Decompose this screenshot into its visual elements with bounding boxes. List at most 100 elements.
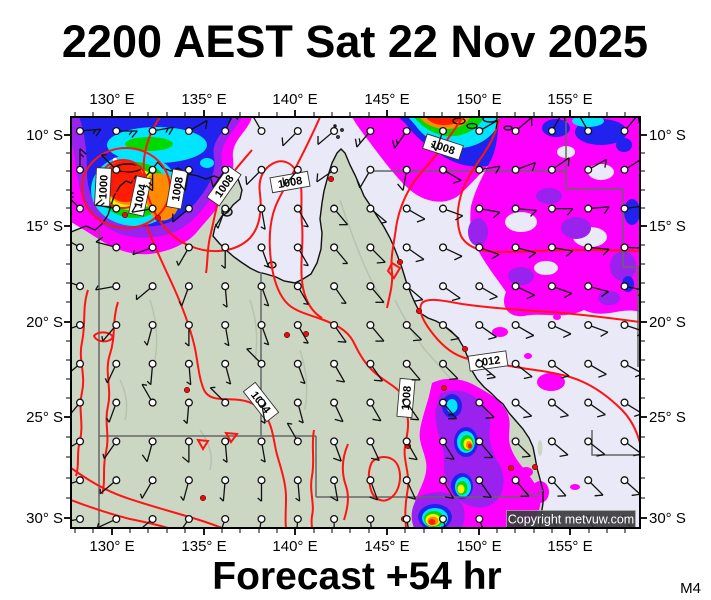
wind-barb [511, 243, 537, 259]
wind-barb-shaft [444, 404, 457, 420]
isobar-label-text: 1000 [97, 175, 110, 200]
wind-barb-station [330, 126, 339, 136]
wind-barb-shaft [372, 327, 385, 342]
wind-barb-feather [381, 221, 387, 224]
wind-barb-station [293, 204, 302, 213]
wind-barb [257, 476, 266, 502]
wind-barb [438, 165, 462, 184]
wind-barb-station [438, 476, 448, 485]
wind-barb-shaft [627, 325, 640, 331]
lon-label-bottom: 140° E [272, 538, 317, 555]
wind-barb-station [184, 514, 193, 524]
wind-barb-station [221, 514, 230, 524]
wind-barb-feather [282, 177, 285, 186]
wind-barb-station [547, 437, 556, 446]
isobar-inland-c [310, 429, 315, 528]
wind-barb-station [475, 514, 484, 524]
wind-barb [71, 241, 85, 252]
wind-barb-feather [455, 215, 464, 221]
wind-barb-station [184, 476, 193, 485]
wind-barb-station [75, 398, 85, 407]
wind-barb [221, 359, 232, 385]
map-area: 100010041008100810081008100410081012 Cop… [71, 117, 640, 528]
wind-barb-shaft [225, 328, 230, 346]
wind-barb-feather [303, 302, 309, 306]
wind-barb [95, 198, 121, 213]
wind-barb [100, 153, 121, 174]
wind-barb-shaft [555, 247, 573, 252]
wind-barb-shaft [481, 365, 496, 378]
wind-barb-feather [636, 333, 640, 337]
wind-barb [71, 437, 85, 448]
wind-barb [366, 398, 382, 422]
wind-barb-shaft [259, 522, 262, 528]
wind-barb [584, 243, 610, 256]
wind-barb-feather [204, 120, 208, 129]
wind-barb-station [475, 359, 484, 368]
wind-barb-feather [263, 303, 269, 307]
wind-barb-station [293, 243, 302, 252]
wind-barb-shaft [480, 482, 492, 498]
wind-barb [71, 398, 85, 415]
wind-barb-shaft [554, 325, 572, 335]
wind-barb [402, 398, 420, 421]
wind-barb-station [330, 476, 339, 485]
isobar-label: 1008 [165, 168, 189, 210]
wind-barb-shaft [359, 172, 370, 189]
wind-barb [246, 347, 266, 368]
watermark-box: Copyright metvuw.com [506, 510, 636, 528]
wind-barb-station [511, 126, 520, 136]
wind-barb-feather [337, 340, 347, 343]
wind-barb-feather [531, 162, 536, 171]
wind-barb-feather [219, 497, 224, 502]
wind-barb-feather [445, 457, 455, 460]
wind-barb-shaft [224, 289, 228, 308]
rain-patch [519, 467, 533, 477]
wind-barb [179, 165, 193, 191]
wind-barb-shaft [372, 249, 386, 263]
wind-barb-feather [602, 248, 610, 256]
wind-barb [620, 282, 640, 297]
wind-barb-feather [604, 159, 608, 168]
wind-barb-station [148, 398, 157, 407]
wind-barb-shaft [408, 326, 423, 341]
wind-barb-feather [101, 336, 104, 342]
city-dot [283, 331, 291, 339]
wind-barb-station [184, 437, 193, 446]
wind-barb [511, 359, 533, 380]
wind-barb-feather [491, 254, 500, 260]
wind-barb [402, 204, 426, 223]
wind-barb-station [402, 204, 411, 213]
wind-barb-station [584, 398, 593, 407]
wind-barb-feather [395, 139, 399, 145]
wind-barb-shaft [172, 210, 187, 223]
wind-barb-shaft [554, 365, 570, 377]
wind-barb-station [438, 204, 448, 213]
wind-barb-feather [445, 496, 454, 500]
wind-barb-feather [225, 381, 231, 385]
wind-barb [71, 320, 85, 330]
wind-barb-feather [143, 340, 148, 346]
wind-barb [511, 437, 531, 458]
wind-barb-shaft [591, 247, 610, 250]
wind-barb-feather [303, 264, 309, 267]
wind-barb-station [112, 476, 121, 485]
wind-barb-shaft [95, 241, 114, 248]
wind-barb-shaft [482, 247, 500, 256]
wind-barb-feather [330, 496, 339, 502]
wind-barb-shaft [482, 208, 501, 213]
wind-barb-station [366, 204, 375, 213]
wind-barb [281, 126, 302, 147]
wind-barb [475, 165, 501, 174]
wind-barb-station [511, 359, 520, 368]
wind-barb [71, 282, 85, 291]
wind-barb-station [184, 359, 193, 368]
wind-barb-shaft [553, 117, 561, 129]
isobar-1012 [419, 298, 640, 444]
wind-barb [145, 165, 157, 192]
isobar-label: 1004 [128, 175, 152, 217]
wind-barb-shaft [409, 248, 425, 260]
chart-title: 2200 AEST Sat 22 Nov 2025 [62, 16, 648, 67]
wind-barb-shaft [212, 172, 224, 188]
wind-barb-feather [431, 143, 437, 152]
